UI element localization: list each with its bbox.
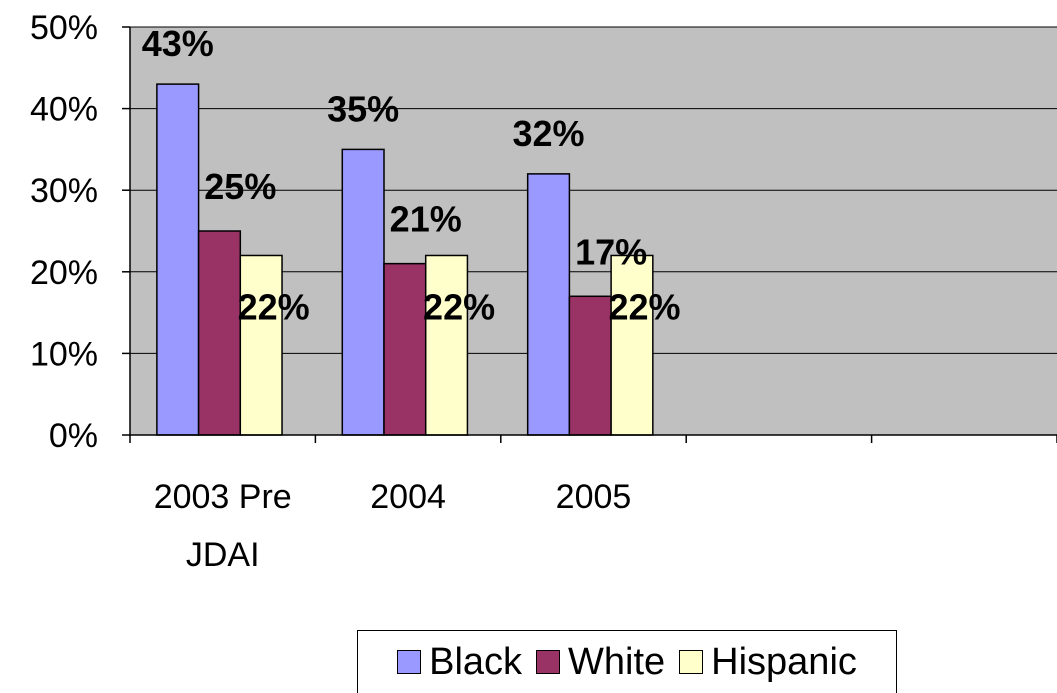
y-tick-label: 10%	[30, 335, 98, 373]
legend-entry-white: White	[536, 641, 665, 684]
legend-swatch	[397, 650, 422, 674]
data-label-white: 21%	[390, 199, 462, 240]
bar-black	[526, 173, 571, 436]
data-label-hispanic: 22%	[423, 286, 495, 327]
gridlines	[130, 26, 1057, 354]
x-category-label: 2005	[556, 478, 632, 516]
legend-label: Black	[429, 640, 523, 683]
y-tick-label: 0%	[49, 417, 98, 455]
x-category-label: 2004	[370, 478, 446, 516]
bar-chart: 0% 10% 20% 30% 40% 50% 2003 Pre JDAI 2004 2005 4…	[30, 9, 1057, 574]
legend-entry-hispanic: Hispanic	[679, 641, 857, 684]
bars	[156, 83, 654, 436]
bar-white	[383, 262, 427, 436]
data-label-black: 35%	[327, 88, 399, 129]
axes	[129, 27, 1057, 443]
data-label-black: 43%	[142, 23, 214, 64]
x-axis-categories: 2003 Pre JDAI 2004 2005	[154, 478, 632, 574]
data-labels: 43% 25% 22% 35% 21% 22% 32% 17% 22%	[142, 23, 681, 327]
data-label-black: 32%	[513, 113, 585, 154]
x-category-label: 2003 Pre	[154, 478, 292, 516]
bar-white	[197, 230, 242, 436]
legend-label: White	[568, 640, 666, 683]
legend-swatch	[679, 650, 704, 674]
bar-white	[568, 295, 612, 436]
bar-hispanic	[239, 254, 283, 436]
data-label-hispanic: 22%	[238, 286, 310, 327]
data-label-hispanic: 22%	[608, 286, 680, 327]
y-tick-label: 40%	[30, 91, 98, 129]
y-tick-label: 30%	[30, 172, 98, 210]
y-tick-label: 20%	[30, 254, 98, 292]
legend-swatch	[536, 650, 561, 674]
x-category-label: JDAI	[186, 536, 260, 574]
bar-black	[156, 83, 200, 436]
y-tick-label: 50%	[30, 9, 98, 47]
legend-entry-black: Black	[397, 641, 522, 684]
legend-label: Hispanic	[711, 640, 857, 683]
y-axis-ticks: 0% 10% 20% 30% 40% 50%	[30, 9, 130, 455]
legend: Black White Hispanic	[357, 630, 897, 693]
data-label-white: 17%	[575, 231, 647, 272]
bar-hispanic	[610, 254, 654, 436]
bar-black	[341, 148, 385, 436]
bar-hispanic	[424, 254, 469, 436]
data-label-white: 25%	[204, 166, 276, 207]
